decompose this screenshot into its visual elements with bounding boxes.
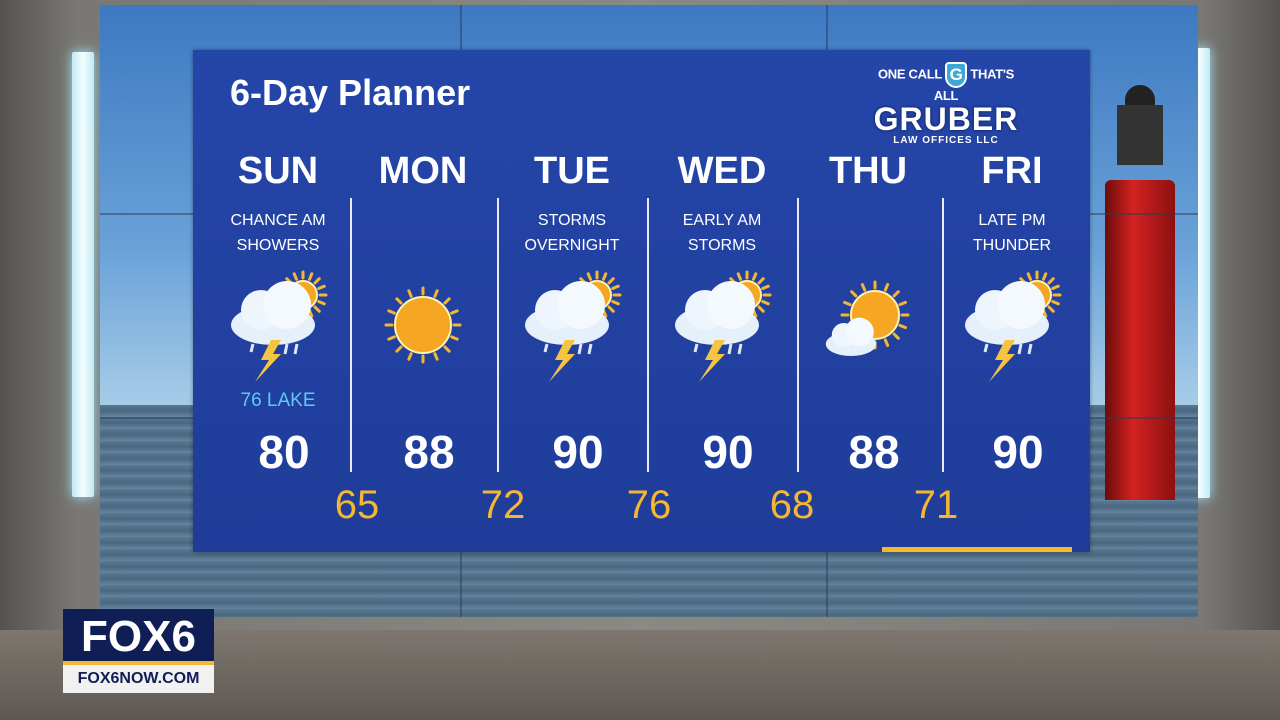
thunderstorm-sun-icon — [937, 260, 1087, 390]
high-temp: 90 — [552, 426, 604, 478]
day-column-sun: SUN Chance AM Showers 76 LAKE — [203, 150, 353, 420]
thunderstorm-sun-icon — [647, 260, 797, 390]
lake-temp — [497, 390, 647, 420]
day-column-thu: THU — [793, 150, 943, 420]
condition-text: Chance AM Showers — [230, 212, 326, 254]
lighthouse-image — [1095, 85, 1185, 505]
day-label: MON — [378, 150, 468, 192]
condition-text: Storms Overnight — [524, 212, 620, 254]
day-label: SUN — [237, 150, 319, 192]
high-temp: 88 — [403, 426, 455, 478]
lake-temp — [937, 390, 1087, 420]
day-column-fri: FRI Late PM Thunder — [937, 150, 1087, 420]
column-divider — [350, 198, 352, 472]
thunderstorm-sun-icon — [203, 260, 353, 390]
low-temp: 71 — [913, 483, 959, 527]
day-label: WED — [677, 150, 767, 192]
high-temp: 80 — [258, 426, 310, 478]
condition-text: Late PM Thunder — [972, 212, 1052, 254]
column-divider — [797, 198, 799, 472]
sponsor-logo: ONE CALL G THAT'S ALL GRUBER LAW OFFICES… — [866, 62, 1026, 146]
condition-text: Early AM Storms — [682, 212, 762, 254]
station-logo: FOX6 FOX6NOW.COM — [63, 609, 214, 693]
day-label: TUE — [534, 150, 610, 192]
day-column-wed: WED Early AM Storms — [647, 150, 797, 420]
column-divider — [942, 198, 944, 472]
day-label: THU — [828, 150, 908, 192]
mostly-sunny-icon — [793, 260, 943, 390]
condition-text — [793, 208, 943, 260]
lake-temp — [793, 390, 943, 420]
day-column-tue: TUE Storms Overnight — [497, 150, 647, 420]
accent-bar — [882, 547, 1072, 552]
lake-temp — [348, 390, 498, 420]
high-temp: 88 — [848, 426, 900, 478]
low-temp: 68 — [769, 483, 815, 527]
condition-text — [348, 208, 498, 260]
lake-temp: 76 LAKE — [240, 390, 316, 411]
low-temp: 65 — [334, 483, 380, 527]
forecast-panel — [193, 50, 1090, 552]
low-temp: 76 — [626, 483, 672, 527]
day-column-mon: MON — [348, 150, 498, 420]
column-divider — [647, 198, 649, 472]
page-title: 6-Day Planner — [230, 72, 471, 113]
thunderstorm-sun-icon — [497, 260, 647, 390]
high-temp: 90 — [992, 426, 1044, 478]
light-strip-left — [72, 52, 94, 497]
sunny-icon — [348, 260, 498, 390]
high-temp: 90 — [702, 426, 754, 478]
lake-temp — [647, 390, 797, 420]
day-label: FRI — [981, 150, 1043, 192]
low-temp: 72 — [480, 483, 526, 527]
column-divider — [497, 198, 499, 472]
